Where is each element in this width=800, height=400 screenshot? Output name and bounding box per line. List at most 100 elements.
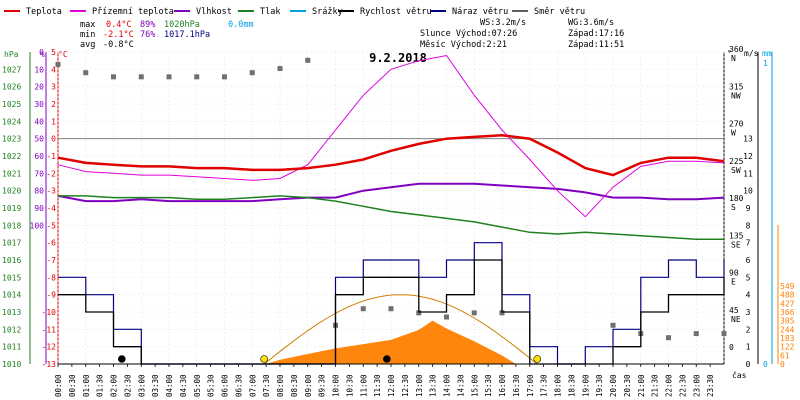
x-tick-label: 18:30 xyxy=(567,374,576,397)
stats-sun-set: Západ:17:16 xyxy=(568,29,624,39)
series-vlhkost xyxy=(57,182,725,203)
wind-tick-label: 7 xyxy=(746,239,751,248)
wind-tick-label: 11 xyxy=(743,169,753,178)
x-tick-label: 04:30 xyxy=(179,374,188,397)
stats-ws: WS:3.2m/s xyxy=(480,18,526,28)
legend-label: Rychlost větru xyxy=(360,7,432,17)
pct-tick-label: 70 xyxy=(34,169,44,178)
stats-max-press: 1020hPa xyxy=(164,20,200,30)
hpa-tick-label: 1010 xyxy=(2,360,21,369)
celsius-tick-label: -2 xyxy=(46,169,56,178)
x-tick-label: 02:30 xyxy=(123,374,132,397)
wind-direction-point xyxy=(693,331,699,337)
solar-tick-label: 366 xyxy=(780,308,795,317)
wind-direction-point xyxy=(111,74,116,80)
hpa-tick-label: 1014 xyxy=(2,291,21,300)
direction-tick-compass: E xyxy=(731,278,736,287)
celsius-tick-label: -11 xyxy=(42,325,57,334)
rain-tick-label: 0 xyxy=(763,360,768,369)
stats-max-label: max xyxy=(80,20,95,30)
wind-direction-point xyxy=(388,306,394,312)
direction-tick-label: 270 xyxy=(729,120,744,129)
x-tick-label: 00:30 xyxy=(68,374,77,397)
hpa-tick-label: 1015 xyxy=(2,273,21,282)
celsius-tick-label: -4 xyxy=(46,204,56,213)
solar-tick-label: 244 xyxy=(780,325,795,334)
celsius-tick-label: -6 xyxy=(46,239,56,248)
x-tick-label: 11:00 xyxy=(359,374,368,397)
stats-moon: Měsíc Východ:2:21 xyxy=(420,40,507,50)
hpa-tick-label: 1012 xyxy=(2,325,21,334)
pct-tick-label: 50 xyxy=(34,135,44,144)
stats-min-press: 1017.1hPa xyxy=(164,30,210,40)
stats-moon-set: Západ:11:51 xyxy=(568,40,624,50)
x-tick-label: 04:00 xyxy=(165,374,174,397)
x-axis-label: čas xyxy=(732,370,747,380)
hpa-tick-label: 1025 xyxy=(2,100,21,109)
wind-direction-point xyxy=(499,310,505,316)
legend-label: Přízemní teplota xyxy=(92,7,174,17)
direction-tick-label: 45 xyxy=(729,306,739,315)
pct-tick-label: 20 xyxy=(34,83,44,92)
x-tick-label: 05:00 xyxy=(193,374,202,397)
direction-tick-compass: SE xyxy=(731,240,741,249)
x-tick-label: 22:00 xyxy=(665,374,674,397)
wind-direction-point xyxy=(249,70,255,76)
x-tick-label: 15:30 xyxy=(484,374,493,397)
wind-direction-point xyxy=(194,74,200,80)
chart-title: 9.2.2018 xyxy=(369,51,427,65)
x-tick-label: 23:00 xyxy=(692,374,701,397)
direction-tick-label: 90 xyxy=(729,269,739,278)
stats-max-rain: 0.0mm xyxy=(228,20,254,30)
wind-direction-point xyxy=(721,331,727,337)
wind-direction-point xyxy=(166,74,172,80)
legend-label: Náraz větru xyxy=(452,7,508,17)
x-tick-label: 08:00 xyxy=(276,374,285,397)
moonset-dot xyxy=(383,355,391,363)
x-tick-label: 07:30 xyxy=(262,374,271,397)
direction-tick-label: 315 xyxy=(729,82,744,91)
x-tick-label: 06:00 xyxy=(221,374,230,397)
axis-direction-label: ° xyxy=(727,49,732,58)
wind-tick-label: 6 xyxy=(746,256,751,265)
wind-direction-point xyxy=(416,310,422,316)
wind-direction-point xyxy=(222,74,227,80)
x-tick-label: 01:00 xyxy=(82,374,91,397)
hpa-tick-label: 1021 xyxy=(2,169,21,178)
wind-tick-label: 3 xyxy=(746,308,751,317)
x-tick-label: 22:30 xyxy=(678,374,687,397)
wind-tick-label: 13 xyxy=(743,135,753,144)
series-solar-area xyxy=(266,320,516,364)
sunset-dot xyxy=(533,355,542,363)
x-tick-label: 13:00 xyxy=(415,374,424,397)
celsius-tick-label: 0 xyxy=(51,135,56,144)
wind-tick-label: 1 xyxy=(746,343,751,352)
x-tick-label: 23:30 xyxy=(706,374,715,397)
pct-tick-label: 10 xyxy=(34,65,44,74)
x-tick-label: 20:30 xyxy=(623,374,632,397)
solar-tick-label: 305 xyxy=(780,317,795,326)
solar-tick-label: 427 xyxy=(780,299,795,308)
stats-max-temp: 0.4°C xyxy=(106,20,132,30)
wind-tick-label: 2 xyxy=(746,325,751,334)
x-tick-label: 09:00 xyxy=(304,374,313,397)
x-tick-label: 17:30 xyxy=(540,374,549,397)
celsius-tick-label: -7 xyxy=(46,256,56,265)
wind-direction-point xyxy=(55,61,61,67)
stats-wg: WG:3.6m/s xyxy=(568,18,614,28)
solar-tick-label: 549 xyxy=(780,282,795,291)
x-tick-label: 03:30 xyxy=(151,374,160,397)
stats-avg-label: avg xyxy=(80,40,95,50)
celsius-tick-label: -1 xyxy=(46,152,56,161)
celsius-tick-label: 3 xyxy=(51,83,56,92)
x-tick-label: 21:00 xyxy=(637,374,646,397)
x-tick-label: 08:30 xyxy=(290,374,299,397)
solar-tick-label: 61 xyxy=(780,351,790,360)
celsius-tick-label: -9 xyxy=(46,291,56,300)
x-tick-label: 19:30 xyxy=(595,374,604,397)
x-tick-label: 21:30 xyxy=(651,374,660,397)
wind-direction-point xyxy=(610,322,616,328)
celsius-tick-label: -5 xyxy=(46,221,56,230)
series-tlak xyxy=(58,195,724,240)
direction-tick-compass: NE xyxy=(731,315,741,324)
